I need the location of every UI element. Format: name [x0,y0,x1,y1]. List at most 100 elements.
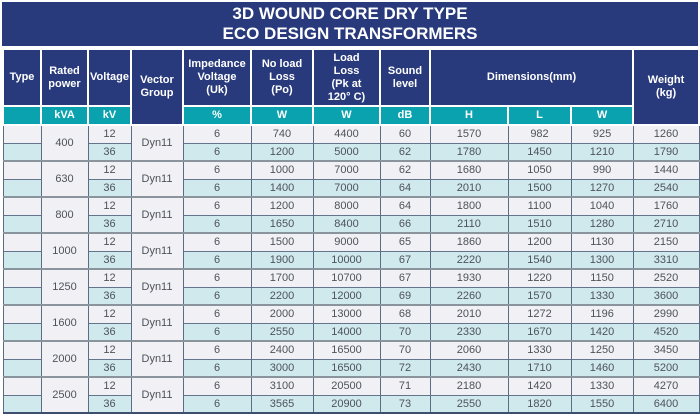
cell-dim-w: 1460 [570,358,634,377]
cell-sound-level: 60 [379,124,431,143]
cell-impedance: 6 [182,376,252,395]
cell-voltage: 36 [87,214,132,233]
table-row: 36 6 3565 20900 73 2550 1820 1550 6400 [2,394,700,413]
cell-voltage: 12 [87,232,132,251]
cell-dim-h: 1860 [429,232,509,251]
cell-rated-power: 2000 [40,340,89,377]
cell-type [2,340,42,359]
cell-dim-w: 1130 [570,232,634,251]
cell-type [2,322,42,341]
cell-impedance: 6 [182,178,252,197]
cell-dim-w: 1250 [570,340,634,359]
cell-dim-w: 1420 [570,322,634,341]
cell-dim-h: 2550 [429,394,509,413]
cell-load-loss: 8400 [312,214,381,233]
cell-type [2,124,42,143]
cell-no-load-loss: 3565 [250,394,314,413]
cell-load-loss: 4400 [312,124,381,143]
table-row: 36 6 1900 10000 67 2220 1540 1300 3310 [2,250,700,269]
cell-load-loss: 12000 [312,286,381,305]
cell-sound-level: 62 [379,142,431,161]
cell-impedance: 6 [182,214,252,233]
cell-type [2,268,42,287]
cell-impedance: 6 [182,124,252,143]
cell-voltage: 36 [87,178,132,197]
cell-rated-power: 1000 [40,232,89,269]
cell-dim-w: 1150 [570,268,634,287]
cell-load-loss: 10700 [312,268,381,287]
cell-rated-power: 800 [40,196,89,233]
spec-table-body: 400 12 Dyn11 6 740 4400 60 1570 982 925 1260 36 6 120… [2,124,700,413]
cell-dim-l: 1100 [507,196,572,215]
cell-no-load-loss: 2000 [250,304,314,323]
cell-no-load-loss: 1000 [250,160,314,179]
col-header-sound-level: Sound level [379,48,431,107]
cell-dim-h: 2060 [429,340,509,359]
unit-no-load-loss: W [250,105,314,126]
cell-dim-w: 1330 [570,286,634,305]
unit-dim-h: H [429,105,509,126]
cell-dim-l: 1710 [507,358,572,377]
cell-dim-w: 1280 [570,214,634,233]
cell-dim-h: 2180 [429,376,509,395]
cell-type [2,178,42,197]
cell-dim-w: 1210 [570,142,634,161]
cell-voltage: 12 [87,160,132,179]
cell-weight: 1760 [632,196,700,215]
cell-voltage: 36 [87,250,132,269]
cell-load-loss: 16500 [312,358,381,377]
cell-rated-power: 2500 [40,376,89,413]
cell-voltage: 36 [87,142,132,161]
cell-weight: 6400 [632,394,700,413]
cell-dim-h: 1570 [429,124,509,143]
cell-weight: 2520 [632,268,700,287]
unit-load-loss: W [312,105,381,126]
cell-impedance: 6 [182,322,252,341]
cell-type [2,196,42,215]
cell-no-load-loss: 1400 [250,178,314,197]
unit-dim-w: W [569,105,635,126]
cell-load-loss: 9000 [312,232,381,251]
table-row: 2500 12 Dyn11 6 3100 20500 71 2180 1420 1330 4270 [2,376,700,413]
table-row: 36 6 1650 8400 66 2110 1510 1280 2710 [2,214,700,233]
cell-dim-h: 2010 [429,304,509,323]
col-header-vector-group: Vector Group [130,48,184,126]
units-row: kVA kV % W W dB H L W [2,105,699,126]
cell-rated-power: 1250 [40,268,89,305]
cell-load-loss: 5000 [312,142,381,161]
table-row: 36 6 2200 12000 69 2260 1570 1330 3600 [2,286,700,305]
cell-sound-level: 73 [379,394,431,413]
cell-dim-h: 1800 [429,196,509,215]
cell-type [2,394,42,413]
table-row: 36 6 3000 16500 72 2430 1710 1460 5200 [2,358,700,377]
cell-dim-w: 925 [570,124,634,143]
table-row: 2000 12 Dyn11 6 2400 16500 70 2060 1330 1250 3450 [2,340,700,377]
cell-dim-h: 2430 [429,358,509,377]
cell-dim-h: 2220 [429,250,509,269]
cell-type [2,376,42,395]
cell-dim-l: 1050 [507,160,572,179]
cell-impedance: 6 [182,268,252,287]
cell-weight: 3310 [632,250,700,269]
cell-dim-l: 1670 [507,322,572,341]
title-line-2: ECO DESIGN TRANSFORMERS [222,24,478,43]
cell-dim-w: 1040 [570,196,634,215]
cell-dim-w: 990 [570,160,634,179]
cell-weight: 1790 [632,142,700,161]
cell-weight: 3450 [632,340,700,359]
cell-dim-w: 1270 [570,178,634,197]
cell-dim-h: 2260 [429,286,509,305]
col-header-voltage: Voltage [87,48,132,107]
cell-dim-h: 2110 [429,214,509,233]
cell-sound-level: 64 [379,196,431,215]
unit-voltage: kV [87,105,132,126]
cell-dim-w: 1330 [570,376,634,395]
cell-sound-level: 67 [379,268,431,287]
cell-dim-l: 1200 [507,232,572,251]
cell-impedance: 6 [182,358,252,377]
cell-weight: 4270 [632,376,700,395]
cell-weight: 1440 [632,160,700,179]
cell-type [2,286,42,305]
cell-impedance: 6 [182,250,252,269]
cell-dim-l: 1330 [507,340,572,359]
